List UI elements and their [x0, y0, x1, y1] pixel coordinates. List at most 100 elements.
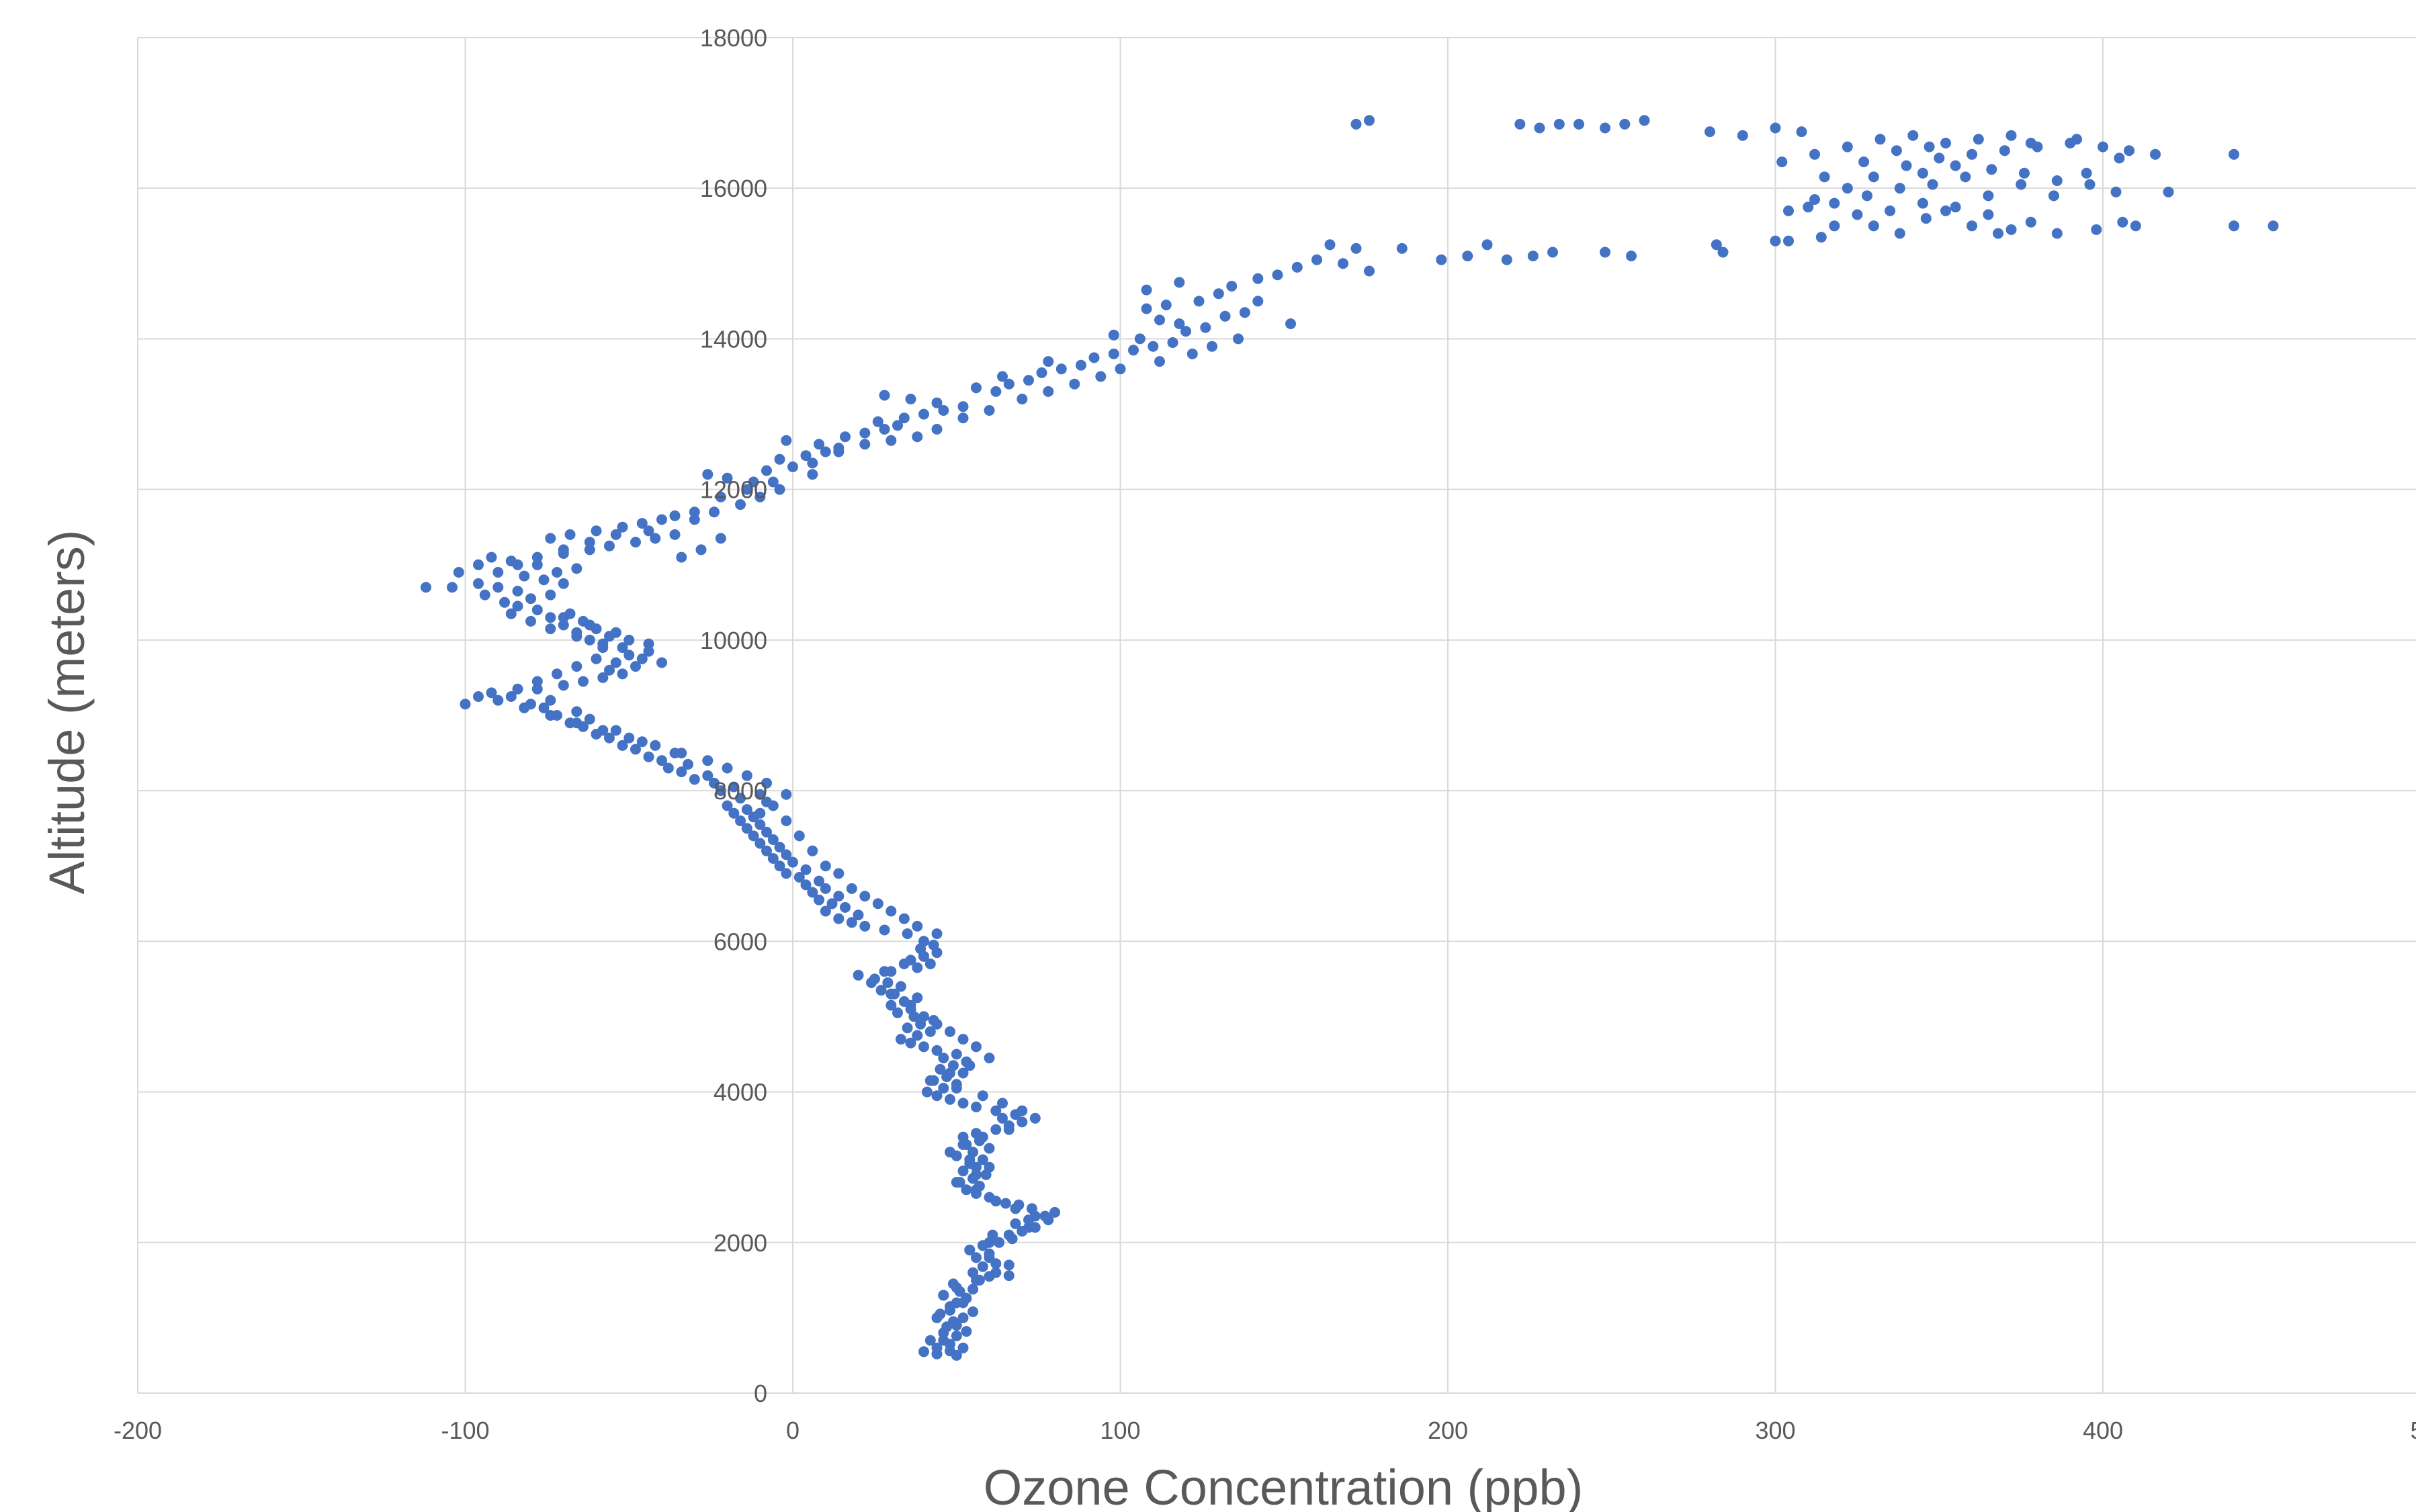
data-point — [1141, 284, 1152, 296]
data-point — [709, 506, 720, 518]
data-point — [2025, 216, 2036, 228]
data-point — [840, 431, 851, 443]
data-point — [971, 1252, 982, 1263]
data-point — [630, 661, 641, 672]
data-point — [1180, 326, 1191, 337]
data-point — [702, 755, 714, 766]
data-point — [793, 830, 805, 842]
data-point — [912, 1030, 923, 1041]
data-point — [902, 1022, 913, 1034]
data-point — [1291, 261, 1303, 273]
y-tick-label: 4000 — [714, 1079, 767, 1106]
y-tick-label: 6000 — [714, 928, 767, 955]
data-point — [1809, 148, 1820, 160]
data-point — [499, 596, 510, 608]
data-point — [1023, 375, 1034, 386]
data-point — [924, 959, 936, 969]
grid-lines — [137, 37, 2416, 1394]
data-point — [945, 1026, 955, 1037]
data-point — [1167, 337, 1178, 348]
data-point — [1885, 205, 1896, 216]
data-point — [2025, 138, 2036, 148]
data-point — [1920, 213, 1932, 224]
data-point — [833, 891, 845, 902]
data-point — [938, 405, 949, 416]
data-point — [895, 1034, 906, 1045]
data-point — [2019, 167, 2030, 179]
data-point — [709, 777, 720, 789]
data-point — [1003, 1259, 1015, 1271]
data-point — [1967, 148, 1977, 160]
data-point — [1233, 333, 1244, 345]
data-point — [971, 1184, 982, 1196]
data-point — [1639, 115, 1650, 126]
data-point — [945, 1094, 955, 1105]
data-point — [1174, 277, 1185, 288]
data-point — [610, 725, 621, 736]
x-tick-label: -100 — [441, 1417, 489, 1444]
data-point — [735, 793, 746, 804]
data-point — [1481, 239, 1493, 251]
y-tick-label: 16000 — [700, 175, 767, 202]
data-point — [676, 748, 687, 759]
data-point — [1338, 258, 1348, 269]
data-point — [591, 525, 602, 537]
data-point — [545, 710, 556, 721]
data-point — [1927, 179, 1938, 190]
data-point — [1003, 1229, 1015, 1241]
data-point — [656, 514, 667, 525]
data-point — [473, 691, 484, 702]
data-point — [1547, 247, 1558, 258]
data-point — [1108, 329, 1119, 341]
data-point — [2016, 179, 2027, 190]
data-point — [2229, 220, 2239, 232]
data-point — [538, 574, 550, 586]
data-point — [741, 484, 752, 495]
data-point — [918, 1346, 929, 1358]
data-point — [505, 608, 517, 619]
data-point — [882, 977, 894, 988]
data-point — [800, 864, 812, 875]
data-point — [623, 634, 635, 646]
data-point — [1252, 296, 1264, 307]
data-point — [552, 668, 562, 680]
data-point — [977, 1131, 988, 1143]
data-point — [1069, 378, 1080, 390]
data-point — [957, 1165, 969, 1177]
data-point — [722, 800, 733, 811]
data-point — [977, 1154, 988, 1165]
data-point — [898, 913, 910, 924]
data-point — [918, 1041, 929, 1053]
data-point — [918, 1011, 929, 1022]
data-point — [1950, 202, 1961, 213]
data-point — [754, 789, 766, 800]
data-point — [767, 476, 779, 488]
y-tick-label: 18000 — [700, 24, 767, 52]
data-point — [1901, 160, 1912, 171]
data-point — [558, 612, 569, 623]
data-point — [1770, 235, 1781, 247]
data-point — [1193, 296, 1205, 307]
data-point — [545, 612, 556, 623]
tick-labels: -200 -100 0 100 200 300 400 500 0 2000 4000 6000 800… — [114, 24, 2416, 1444]
data-point — [689, 774, 700, 785]
data-point — [558, 544, 569, 555]
data-point — [793, 872, 805, 883]
data-point — [1924, 141, 1935, 152]
data-point — [951, 1083, 962, 1094]
data-point — [1967, 220, 1977, 232]
data-point — [741, 804, 752, 815]
data-point — [800, 450, 812, 461]
y-tick-label: 8000 — [714, 777, 767, 805]
data-point — [1940, 205, 1951, 216]
data-point — [1600, 122, 1610, 134]
data-point — [767, 853, 779, 864]
data-point — [938, 1053, 949, 1064]
data-point — [1819, 171, 1830, 183]
data-point — [951, 1320, 962, 1331]
data-point — [623, 732, 635, 744]
data-point — [1055, 363, 1067, 375]
data-point — [636, 653, 648, 664]
data-point — [604, 664, 615, 676]
data-point — [728, 807, 740, 819]
